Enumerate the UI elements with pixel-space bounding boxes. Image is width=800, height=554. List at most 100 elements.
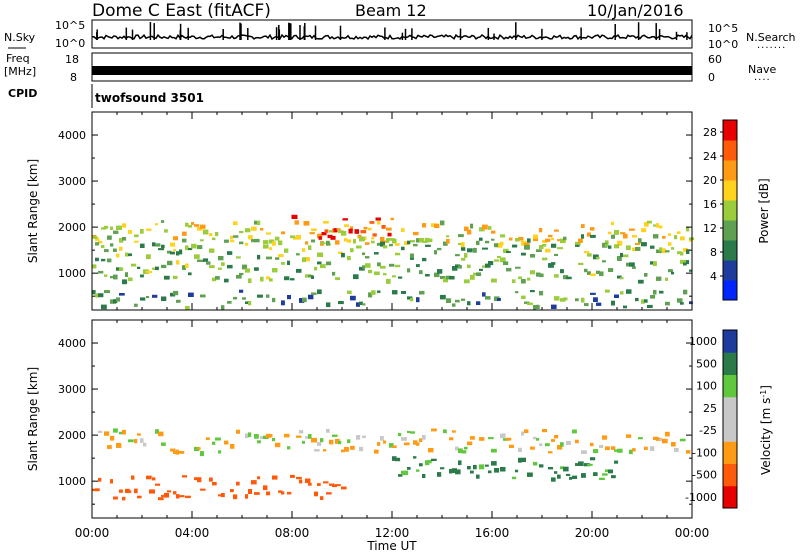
cpid-label: CPID <box>8 87 37 100</box>
velocity-cbar-tick-label: 100 <box>696 380 717 393</box>
echo-cell <box>122 279 128 285</box>
echo-cell <box>257 220 261 225</box>
echo-cell <box>212 277 217 282</box>
echo-cell <box>506 437 512 441</box>
echo-cell <box>350 226 354 231</box>
echo-cell <box>491 448 497 453</box>
echo-cell <box>554 229 559 232</box>
echo-cell <box>461 450 467 454</box>
echo-cell <box>98 477 102 482</box>
echo-cell <box>290 235 296 239</box>
echo-cell <box>611 446 616 450</box>
echo-cell <box>155 223 158 226</box>
nave-dots: .... <box>754 72 771 83</box>
echo-cell <box>365 242 370 245</box>
nsky-right-bottom: 10^0 <box>708 38 738 51</box>
echo-cell <box>134 234 139 238</box>
echo-cell <box>239 241 244 245</box>
echo-cell <box>161 442 166 446</box>
echo-cell <box>422 474 426 478</box>
echo-cell <box>494 296 500 302</box>
echo-cell <box>161 244 165 249</box>
echo-cell <box>452 266 458 271</box>
echo-cell <box>521 295 526 299</box>
echo-cell <box>533 237 539 242</box>
echo-cell <box>326 302 331 308</box>
echo-cell <box>560 466 564 470</box>
echo-cell <box>689 301 693 305</box>
echo-cell <box>620 232 626 235</box>
echo-cell <box>677 298 683 303</box>
echo-cell <box>482 265 488 268</box>
echo-cell <box>203 229 209 235</box>
echo-cell <box>152 477 156 481</box>
echo-cell <box>533 436 537 440</box>
echo-cell <box>95 242 100 246</box>
echo-cell <box>233 296 238 300</box>
power-cbar-tick-label: 8 <box>710 246 717 259</box>
freq-left-bottom: 8 <box>70 71 77 84</box>
velocity-cbar-tick-label: -25 <box>699 424 717 437</box>
velocity-ylabel: Slant Range [km] <box>26 367 40 471</box>
echo-cell <box>230 489 234 493</box>
echo-cell <box>188 292 194 297</box>
echo-cell <box>500 241 504 246</box>
echo-cell <box>485 296 491 300</box>
echo-cell <box>650 245 655 249</box>
echo-cell <box>464 446 468 450</box>
echo-cell <box>581 473 586 478</box>
echo-cell <box>383 273 387 276</box>
echo-cell <box>611 300 615 306</box>
echo-cell <box>581 234 584 239</box>
echo-cell <box>113 274 118 280</box>
echo-cell <box>128 277 133 282</box>
echo-cell <box>578 238 583 243</box>
echo-cell <box>263 244 269 249</box>
echo-cell <box>122 429 126 435</box>
echo-cell <box>104 274 108 277</box>
echo-cell <box>506 267 512 272</box>
echo-cell <box>551 477 556 482</box>
echo-cell <box>107 258 112 263</box>
y-tick-label: 4000 <box>58 337 86 350</box>
power-cbar-tick-label: 4 <box>710 270 717 283</box>
echo-cell <box>560 442 564 447</box>
echo-cell <box>330 235 336 240</box>
echo-cell <box>500 257 506 263</box>
echo-cell <box>362 252 366 256</box>
echo-cell <box>218 450 222 454</box>
echo-cell <box>185 495 191 499</box>
echo-cell <box>428 448 434 453</box>
echo-cell <box>368 269 373 274</box>
echo-cell <box>683 262 687 266</box>
echo-cell <box>575 298 579 302</box>
echo-cell <box>263 435 269 439</box>
echo-cell <box>359 301 363 305</box>
echo-cell <box>101 227 107 230</box>
echo-cell <box>347 255 351 261</box>
y-tick-label: 1000 <box>58 267 86 280</box>
echo-cell <box>173 249 177 252</box>
echo-cell <box>407 430 411 433</box>
power-colorbar-segment <box>723 280 737 301</box>
echo-cell <box>308 294 314 300</box>
echo-cell <box>98 293 104 298</box>
power-panel: 1000 2000 3000 4000 Slant Range [km] 4 8 12 16… <box>26 111 771 311</box>
echo-cell <box>389 443 394 448</box>
echo-cell <box>605 244 609 247</box>
echo-cell <box>401 228 405 232</box>
echo-cell <box>656 249 662 254</box>
echo-cell <box>500 433 506 439</box>
echo-cell <box>278 240 283 246</box>
echo-cell <box>680 251 684 256</box>
echo-cell <box>221 493 225 498</box>
echo-cell <box>539 443 543 447</box>
echo-cell <box>305 436 309 439</box>
echo-cell <box>671 271 675 275</box>
echo-cell <box>140 228 144 234</box>
echo-cell <box>371 237 375 240</box>
xaxis-title: Time UT <box>366 539 417 553</box>
echo-cell <box>545 238 551 242</box>
echo-cell <box>461 242 465 247</box>
echo-cell <box>167 250 172 254</box>
